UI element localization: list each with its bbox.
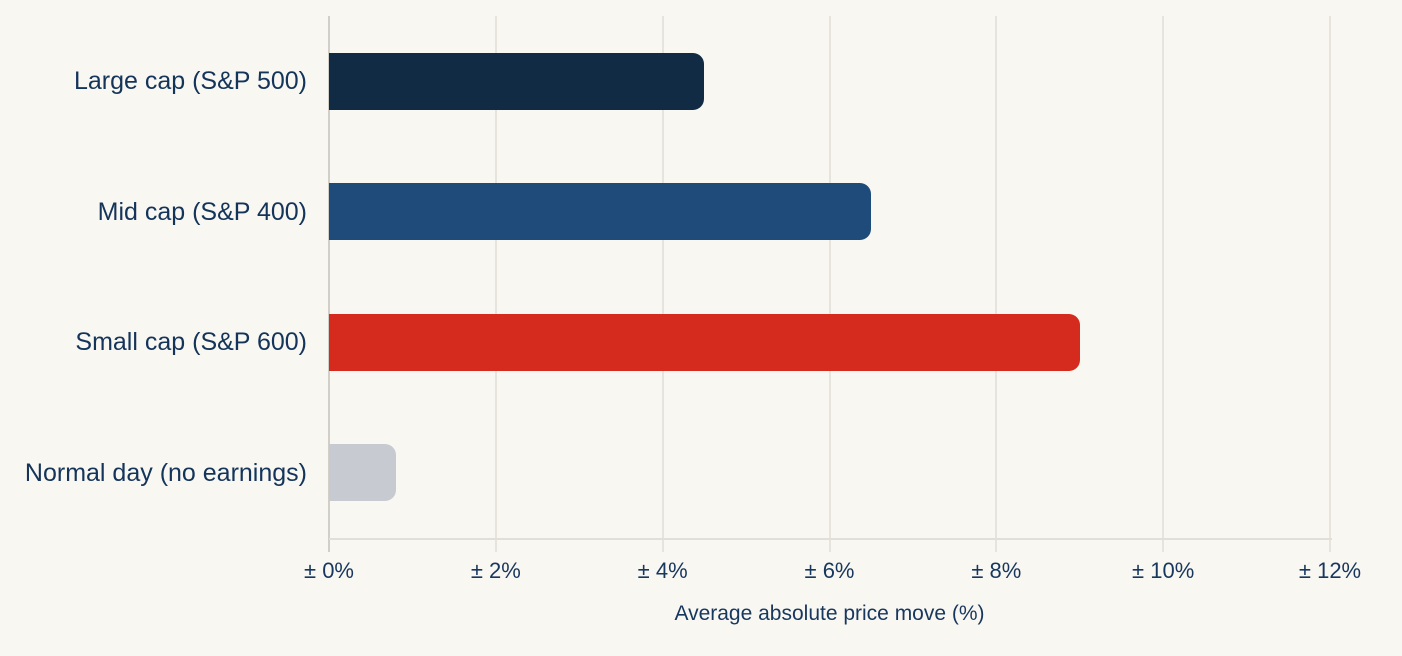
gridline [1329, 16, 1331, 552]
gridline [995, 16, 998, 552]
category-label: Large cap (S&P 500) [73, 67, 307, 96]
bar-2 [329, 183, 872, 241]
x-tick-label: ± 12% [1298, 558, 1362, 583]
gridline [494, 16, 497, 552]
category-label: Mid cap (S&P 400) [97, 197, 307, 226]
x-axis-title: Average absolute price move (%) [674, 602, 985, 625]
gridline [661, 16, 664, 552]
x-tick-label: ± 2% [470, 558, 521, 583]
gridline [1162, 16, 1165, 552]
x-axis-line [329, 538, 1332, 540]
bar-3 [329, 313, 1080, 371]
bar-1 [329, 52, 705, 110]
x-tick-label: ± 10% [1132, 558, 1195, 583]
x-tick-label: ± 4% [637, 558, 688, 583]
bar-4 [329, 444, 396, 502]
gridline [828, 16, 831, 552]
x-tick-label: ± 8% [971, 558, 1022, 583]
y-axis-line [328, 16, 330, 552]
category-label: Normal day (no earnings) [24, 458, 307, 487]
x-tick-label: ± 6% [804, 558, 855, 583]
x-tick-label: ± 0% [304, 558, 354, 583]
category-label: Small cap (S&P 600) [75, 328, 307, 357]
